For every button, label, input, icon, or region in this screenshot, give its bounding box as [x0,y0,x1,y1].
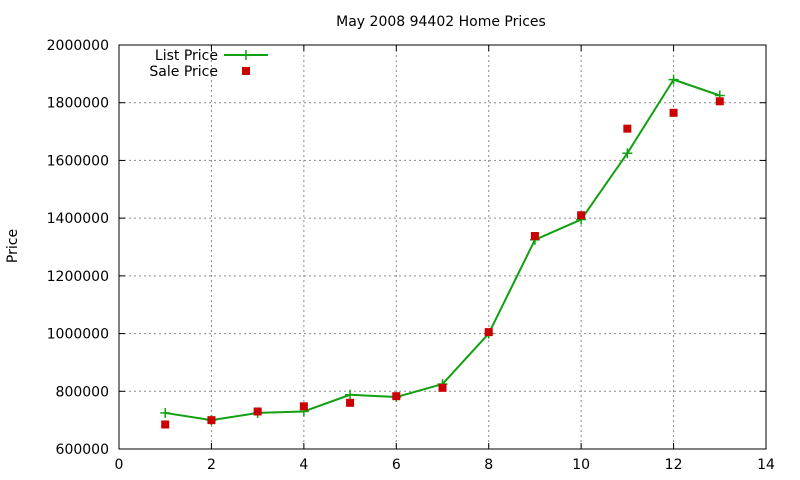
data-point [668,74,679,85]
grid [119,45,766,449]
x-tick-label: 4 [299,457,308,473]
axis-ticks: 0 2 4 6 8 10 12 14 600000 800000 1000000 1200000 140… [47,38,775,473]
legend-label: Sale Price [149,64,218,80]
legend-item: List Price [155,48,268,64]
y-tick-label: 1000000 [47,327,109,343]
y-tick-label: 1200000 [47,269,109,285]
data-point [299,402,308,411]
y-tick-label: 2000000 [47,38,109,54]
x-tick-label: 0 [115,457,124,473]
x-tick-label: 12 [665,457,683,473]
y-tick-label: 600000 [56,442,109,458]
series [160,74,725,429]
series-1 [161,97,724,429]
data-point [623,124,632,133]
data-point [484,328,493,337]
data-point [715,97,724,106]
data-point [207,416,216,425]
y-tick-label: 1600000 [47,153,109,169]
data-point [530,232,539,241]
legend-marker [242,67,250,75]
data-point [346,398,355,407]
data-point [160,407,171,418]
x-tick-label: 6 [392,457,401,473]
series-0 [160,74,725,426]
data-point [253,407,262,416]
x-tick-label: 2 [207,457,216,473]
legend-marker [241,50,251,60]
data-point [577,211,586,220]
data-point [622,148,633,159]
y-tick-label: 1400000 [47,211,109,227]
x-tick-label: 8 [484,457,493,473]
plot-frame [118,44,767,450]
x-tick-label: 10 [572,457,590,473]
y-axis-label: Price [5,229,21,263]
legend-label: List Price [155,48,218,64]
y-tick-label: 1800000 [47,96,109,112]
data-point [161,420,170,429]
x-tick-label: 14 [757,457,775,473]
series-line [165,78,721,422]
legend-item: Sale Price [149,64,250,80]
data-point [392,392,401,401]
y-tick-label: 800000 [56,384,109,400]
data-point [345,389,356,400]
chart-title: May 2008 94402 Home Prices [336,14,546,30]
data-point [438,383,447,392]
data-point [669,108,678,117]
